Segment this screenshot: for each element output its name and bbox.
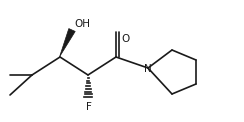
Text: OH: OH [74, 19, 90, 29]
Text: F: F [86, 102, 92, 112]
Text: N: N [144, 64, 152, 74]
Polygon shape [60, 29, 75, 57]
Text: O: O [121, 34, 129, 44]
